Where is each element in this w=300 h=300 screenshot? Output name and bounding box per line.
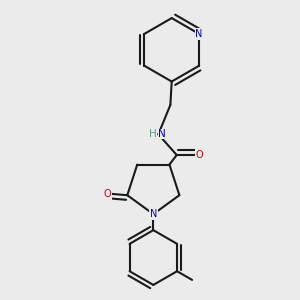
Text: N: N <box>150 209 157 219</box>
Text: H: H <box>149 129 157 139</box>
Text: O: O <box>103 188 111 199</box>
Text: O: O <box>196 150 203 160</box>
Text: N: N <box>196 29 203 39</box>
Text: N: N <box>158 129 166 139</box>
